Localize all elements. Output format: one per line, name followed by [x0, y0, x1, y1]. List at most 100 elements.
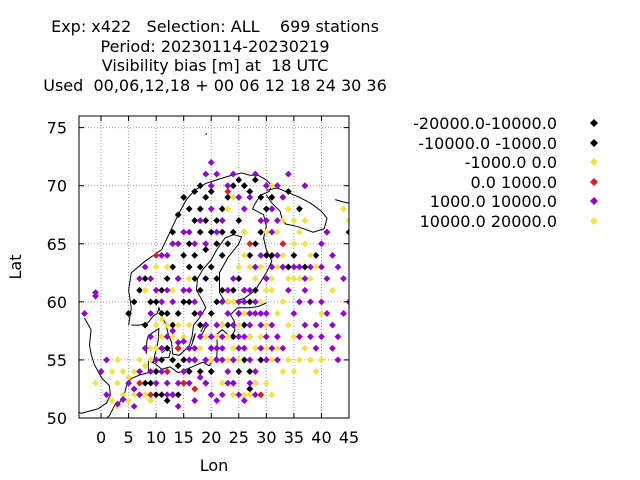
station-point — [268, 263, 276, 271]
station-point — [207, 228, 215, 236]
station-point — [196, 310, 204, 317]
station-point — [207, 344, 215, 352]
station-point — [158, 333, 166, 341]
station-point — [224, 368, 232, 375]
station-point — [273, 310, 281, 317]
station-point — [163, 310, 171, 317]
station-point — [108, 368, 116, 375]
station-point — [191, 397, 199, 404]
station-point — [196, 286, 204, 294]
station-point — [196, 217, 204, 224]
station-point — [213, 321, 221, 329]
station-point — [284, 356, 292, 364]
station-point — [284, 188, 292, 195]
legend-diamond-marker — [590, 158, 598, 166]
station-point — [147, 275, 155, 283]
station-point — [125, 379, 132, 387]
station-point — [174, 240, 182, 248]
station-point — [163, 251, 171, 259]
station-point — [340, 275, 347, 283]
station-point — [119, 396, 127, 403]
station-point — [312, 251, 320, 259]
station-point — [180, 379, 188, 387]
station-point — [240, 205, 248, 213]
station-point — [152, 391, 160, 399]
station-point — [273, 182, 281, 190]
station-point — [158, 368, 166, 375]
station-point — [229, 344, 237, 352]
station-point — [329, 321, 336, 329]
station-point — [268, 286, 276, 294]
station-point — [246, 188, 254, 195]
station-point — [136, 286, 144, 294]
station-point — [147, 397, 155, 404]
station-point — [279, 240, 287, 248]
station-point — [191, 344, 199, 352]
station-point — [180, 286, 188, 294]
coastline-oland — [190, 333, 196, 347]
station-point — [163, 275, 171, 283]
station-point — [169, 263, 177, 271]
station-point — [180, 337, 188, 345]
station-point — [136, 379, 144, 387]
coastline-jutland — [145, 327, 160, 363]
station-point — [218, 321, 226, 329]
station-point — [92, 289, 99, 296]
station-point — [114, 379, 121, 387]
station-point — [307, 263, 314, 271]
station-point — [251, 344, 259, 352]
station-point — [290, 368, 298, 375]
station-point — [191, 188, 199, 195]
station-point — [196, 228, 204, 236]
station-point — [174, 339, 182, 346]
station-point — [213, 397, 221, 404]
station-point — [185, 286, 193, 294]
station-point — [229, 286, 237, 294]
station-point — [202, 379, 210, 387]
station-point — [207, 368, 215, 375]
station-point — [136, 391, 144, 399]
station-point — [279, 298, 287, 306]
legend-diamond-marker — [590, 138, 598, 147]
station-point — [251, 170, 259, 178]
station-point — [130, 298, 138, 306]
station-point — [141, 321, 149, 329]
station-point — [318, 240, 325, 248]
y-tick-label: 60 — [47, 293, 67, 312]
station-point — [240, 182, 248, 190]
title-line-period: Period: 20230114-20230219 — [100, 36, 330, 56]
station-point — [240, 356, 248, 364]
station-point — [92, 292, 99, 300]
station-point — [318, 333, 325, 341]
station-point — [262, 321, 270, 329]
x-axis-label: Lon — [200, 456, 229, 475]
y-tick-label: 55 — [47, 351, 67, 370]
station-point — [235, 193, 243, 201]
station-point — [246, 333, 254, 341]
station-point — [229, 298, 237, 306]
station-point — [141, 391, 149, 399]
station-point — [196, 263, 204, 271]
station-point — [147, 298, 155, 306]
station-point — [257, 228, 265, 236]
station-point — [334, 263, 342, 271]
station-point — [158, 315, 166, 323]
station-point — [185, 205, 193, 213]
station-point — [334, 356, 342, 364]
station-point — [273, 356, 281, 364]
station-point — [273, 333, 281, 341]
station-point — [202, 333, 210, 341]
station-point — [262, 275, 270, 283]
station-point — [207, 391, 215, 399]
station-point — [147, 344, 155, 352]
station-point — [158, 298, 166, 306]
station-point — [185, 298, 193, 306]
station-point — [312, 263, 320, 271]
station-point — [202, 193, 210, 201]
station-point — [185, 275, 193, 283]
station-point — [224, 193, 232, 201]
station-point — [229, 333, 237, 341]
legend-label: -1000.0 0.0 — [464, 153, 557, 172]
x-tick-label: 15 — [174, 428, 194, 447]
station-point — [318, 298, 325, 306]
